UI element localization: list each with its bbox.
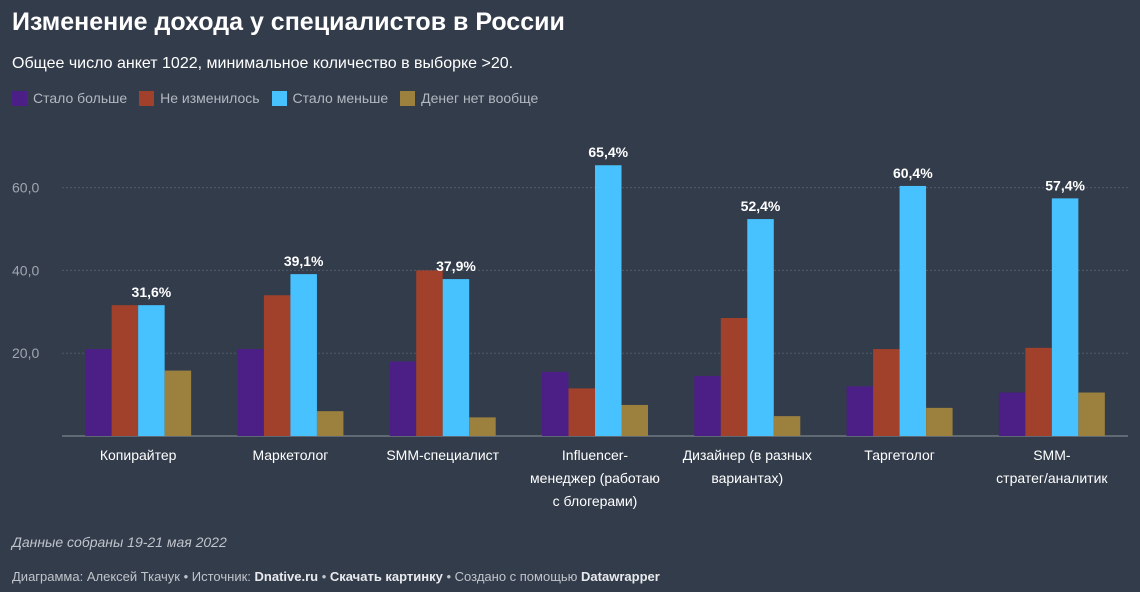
bar: [998, 392, 1026, 436]
footer-separator: •: [442, 569, 455, 584]
bar: [1025, 347, 1052, 436]
legend-swatch: [139, 90, 155, 106]
bar: [926, 407, 953, 436]
datawrapper-link[interactable]: Datawrapper: [581, 569, 660, 584]
bar: [263, 295, 291, 436]
bar: [469, 417, 496, 436]
bar: [542, 371, 569, 436]
x-category-label: SMM-специалист: [386, 447, 499, 463]
y-tick-label: 40,0: [12, 262, 39, 278]
x-category-label: Дизайнер (в разных: [683, 447, 812, 463]
footer-author: Диаграмма: Алексей Ткачук: [12, 569, 180, 584]
footer-separator: •: [318, 569, 330, 584]
bar: [442, 279, 470, 436]
data-label: 57,4%: [1045, 177, 1085, 193]
bar: [621, 404, 648, 436]
footer-separator: •: [180, 569, 192, 584]
bar: [720, 318, 748, 436]
bar: [416, 270, 443, 436]
bar: [773, 416, 801, 436]
footer: Диаграмма: Алексей Ткачук • Источник: Dn…: [12, 569, 660, 584]
x-category-label: менеджер (работаю: [530, 470, 660, 486]
bar: [316, 411, 344, 436]
x-category-label: вариантах): [711, 470, 783, 486]
footer-created-prefix: Создано с помощью: [454, 569, 582, 584]
x-category-label: Таргетолог: [864, 447, 935, 463]
data-collection-note: Данные собраны 19-21 мая 2022: [12, 534, 227, 550]
footer-source-prefix: Источник:: [191, 569, 255, 584]
bar: [138, 305, 165, 436]
bar: [568, 388, 595, 436]
legend-label: Не изменилось: [160, 90, 260, 106]
bar: [1051, 198, 1079, 436]
bar: [899, 185, 927, 436]
legend-item: Стало меньше: [271, 90, 389, 106]
bar: [111, 305, 139, 436]
legend: Стало больше Не изменилось Стало меньше Ден…: [12, 90, 550, 106]
bar: [747, 219, 774, 436]
bar: [164, 370, 192, 436]
data-label: 37,9%: [436, 258, 476, 274]
data-label: 31,6%: [132, 284, 172, 300]
x-category-label: с блогерами): [553, 493, 638, 509]
bar: [694, 375, 721, 436]
bar: [290, 274, 317, 436]
y-tick-label: 60,0: [12, 180, 39, 196]
bar: [846, 386, 874, 436]
x-category-label: стратег/аналитик: [996, 470, 1108, 486]
bar: [389, 361, 417, 436]
x-category-label: Маркетолог: [252, 447, 328, 463]
x-category-label: SMM-: [1033, 447, 1071, 463]
footer-source-link[interactable]: Dnative.ru: [254, 569, 319, 584]
legend-swatch: [400, 90, 416, 106]
data-label: 39,1%: [284, 253, 324, 269]
legend-item: Стало больше: [12, 90, 127, 106]
chart-title: Изменение дохода у специалистов в России: [12, 8, 565, 36]
data-label: 60,4%: [893, 165, 933, 181]
legend-swatch: [271, 90, 287, 106]
data-label: 52,4%: [741, 198, 781, 214]
bar: [873, 349, 900, 436]
legend-label: Стало меньше: [292, 90, 389, 106]
bar: [595, 165, 622, 436]
legend-label: Стало больше: [33, 90, 128, 106]
legend-label: Денег нет вообще: [421, 90, 539, 106]
y-tick-label: 20,0: [12, 345, 39, 361]
bar: [1078, 392, 1105, 436]
download-image-link[interactable]: Скачать картинку: [329, 569, 443, 584]
legend-item: Не изменилось: [139, 90, 260, 106]
x-category-label: Копирайтер: [100, 447, 177, 463]
x-category-label: Influencer-: [562, 447, 628, 463]
bar: [85, 349, 112, 436]
legend-swatch: [12, 90, 27, 106]
bar: [237, 349, 264, 436]
bar-chart: 20,0 40,0 60,0 31,6% 39,1% 37,9% 65,4% 52,4% 60…: [12, 144, 1128, 509]
data-label: 65,4%: [588, 144, 628, 160]
chart-subtitle: Общее число анкет 1022, минимальное коли…: [12, 55, 514, 72]
legend-item: Денег нет вообще: [400, 90, 538, 106]
